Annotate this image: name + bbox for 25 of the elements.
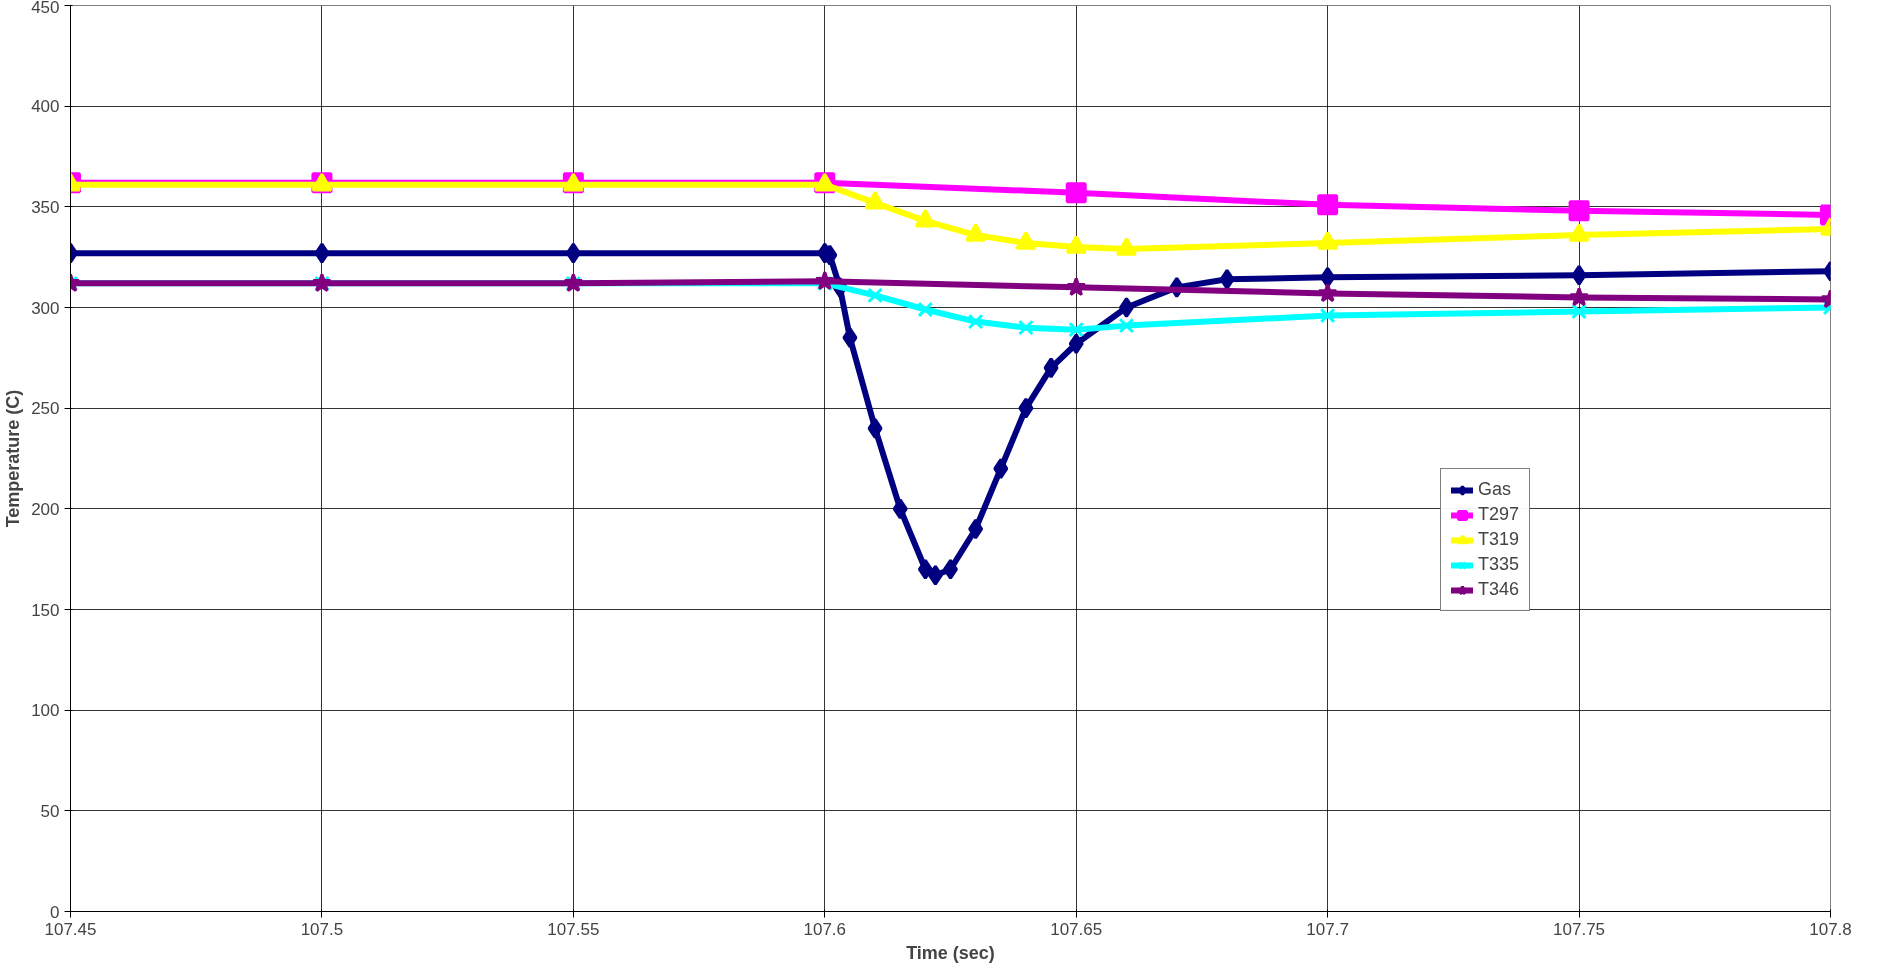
legend-label: T319 [1478, 529, 1520, 550]
x-tick-label: 107.65 [1050, 919, 1103, 939]
x-tick-label: 107.7 [1306, 919, 1349, 939]
legend-label: T346 [1478, 579, 1520, 600]
legend-label: Gas [1478, 479, 1512, 500]
y-tick-label: 200 [31, 499, 60, 519]
x-tick-label: 107.8 [1809, 919, 1852, 939]
legend-label: T297 [1478, 504, 1520, 525]
y-tick-label: 250 [31, 399, 60, 419]
y-axis-title: Temperature (C) [3, 389, 24, 528]
legend-label: T335 [1478, 554, 1520, 575]
x-tick-label: 107.5 [300, 919, 344, 939]
x-tick-label: 107.45 [44, 919, 97, 939]
y-tick-label: 350 [31, 197, 60, 217]
x-tick-label: 107.75 [1553, 919, 1606, 939]
y-tick-label: 50 [40, 801, 60, 821]
y-tick-label: 100 [31, 701, 60, 721]
y-tick-label: 450 [31, 0, 60, 17]
y-tick-label: 300 [31, 298, 60, 318]
y-tick-label: 150 [31, 600, 60, 620]
x-tick-label: 107.55 [547, 919, 600, 939]
y-tick-label: 0 [50, 902, 60, 922]
x-tick-label: 107.6 [803, 919, 847, 939]
y-tick-label: 400 [31, 97, 60, 117]
x-axis-title: Time (sec) [906, 942, 995, 963]
